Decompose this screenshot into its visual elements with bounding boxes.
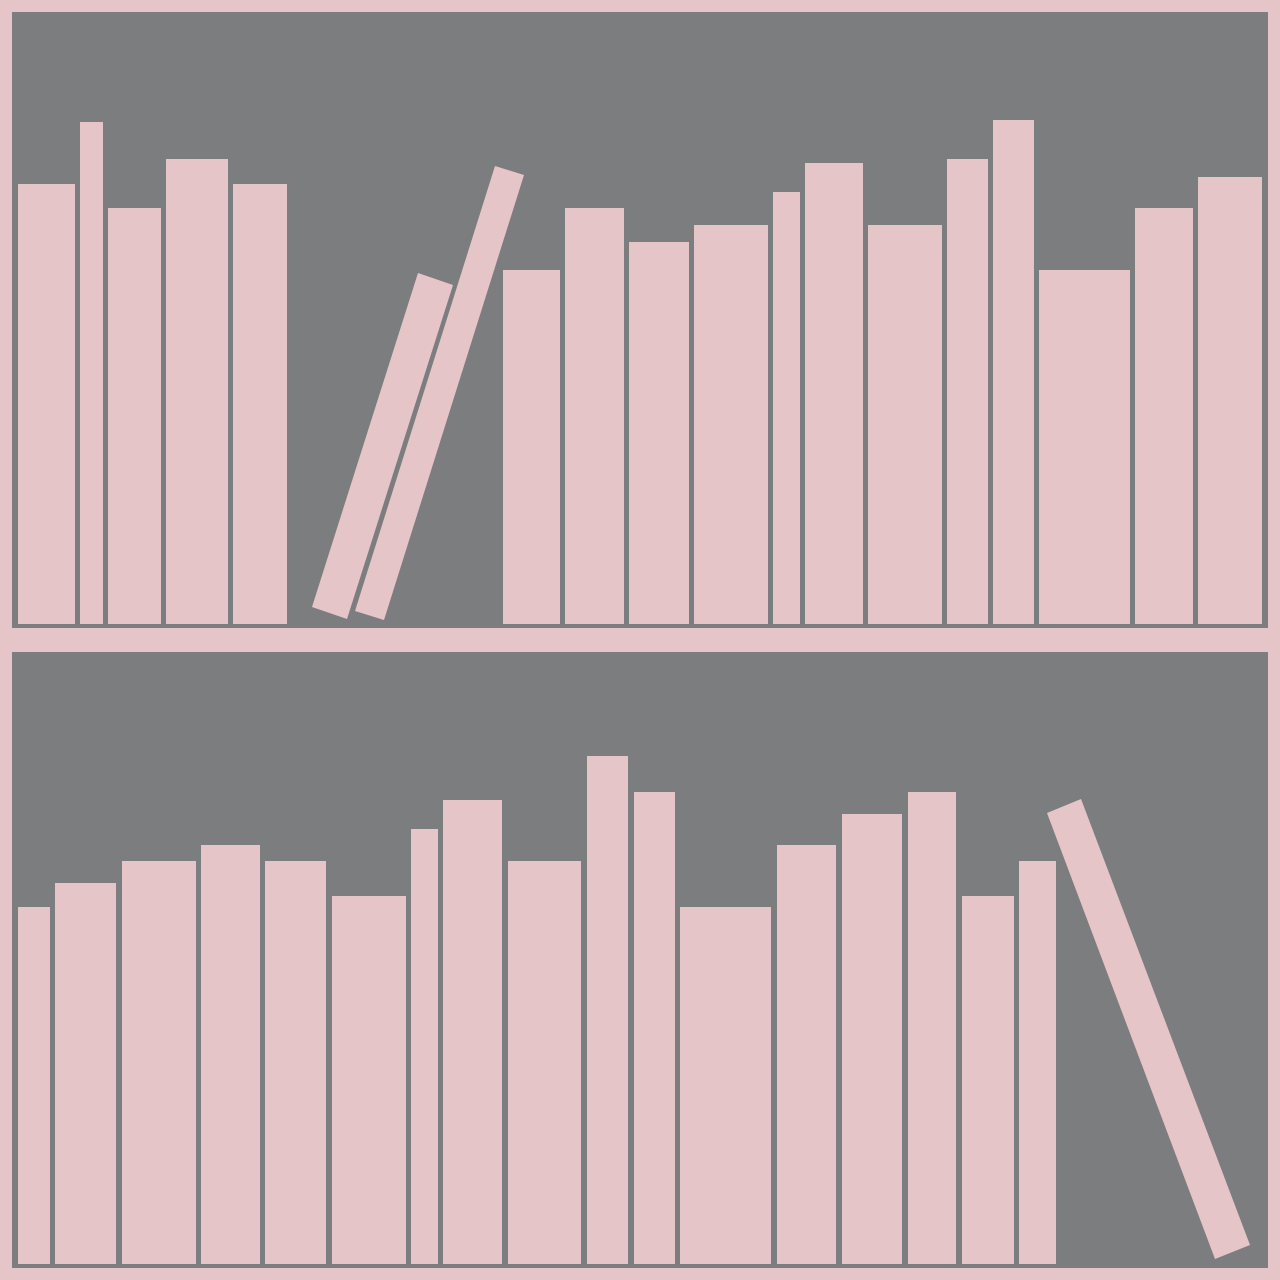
bottom-shelf-book-14 [842,814,902,1264]
bottom-shelf-book-3 [122,861,196,1264]
top-shelf-book-3 [108,208,161,624]
top-shelf-book-6 [503,270,560,624]
bottom-shelf-book-1 [18,907,50,1264]
bottom-shelf-leaning-book [1047,799,1250,1259]
top-shelf-book-7 [565,208,624,624]
bottom-shelf-book-12 [680,907,771,1264]
bottom-shelf-book-13 [777,845,836,1264]
bottom-shelf-book-6 [332,896,406,1264]
bottom-shelf-book-17 [1019,861,1056,1264]
top-shelf-book-16 [1135,208,1193,624]
top-shelf-book-2 [80,122,103,624]
bottom-shelf-book-15 [908,792,956,1264]
top-shelf-book-4 [166,159,228,624]
top-shelf-book-5 [233,184,287,624]
top-shelf-book-13 [947,159,988,624]
top-shelf-leaning-book-2 [355,166,524,620]
top-shelf-book-11 [805,163,863,624]
bottom-shelf-book-2 [55,883,116,1264]
bottom-shelf-book-9 [508,861,581,1264]
top-shelf-book-17 [1198,177,1262,624]
top-shelf-book-1 [18,184,75,624]
bottom-shelf-book-5 [265,861,326,1264]
top-shelf-leaning-book-1 [312,273,453,619]
top-shelf-book-8 [629,242,689,624]
top-shelf-book-9 [694,225,768,624]
bottom-shelf-book-11 [634,792,675,1264]
bottom-shelf-book-4 [201,845,260,1264]
bottom-shelf-book-7 [411,829,438,1264]
bottom-shelf-book-10 [587,756,628,1264]
top-shelf-book-12 [868,225,942,624]
bottom-shelf-book-16 [962,896,1014,1264]
bottom-shelf-book-8 [443,800,502,1264]
top-shelf-book-14 [993,120,1034,624]
top-shelf-book-10 [773,192,800,624]
top-shelf-book-15 [1039,270,1130,624]
books-layer [18,120,1262,1264]
